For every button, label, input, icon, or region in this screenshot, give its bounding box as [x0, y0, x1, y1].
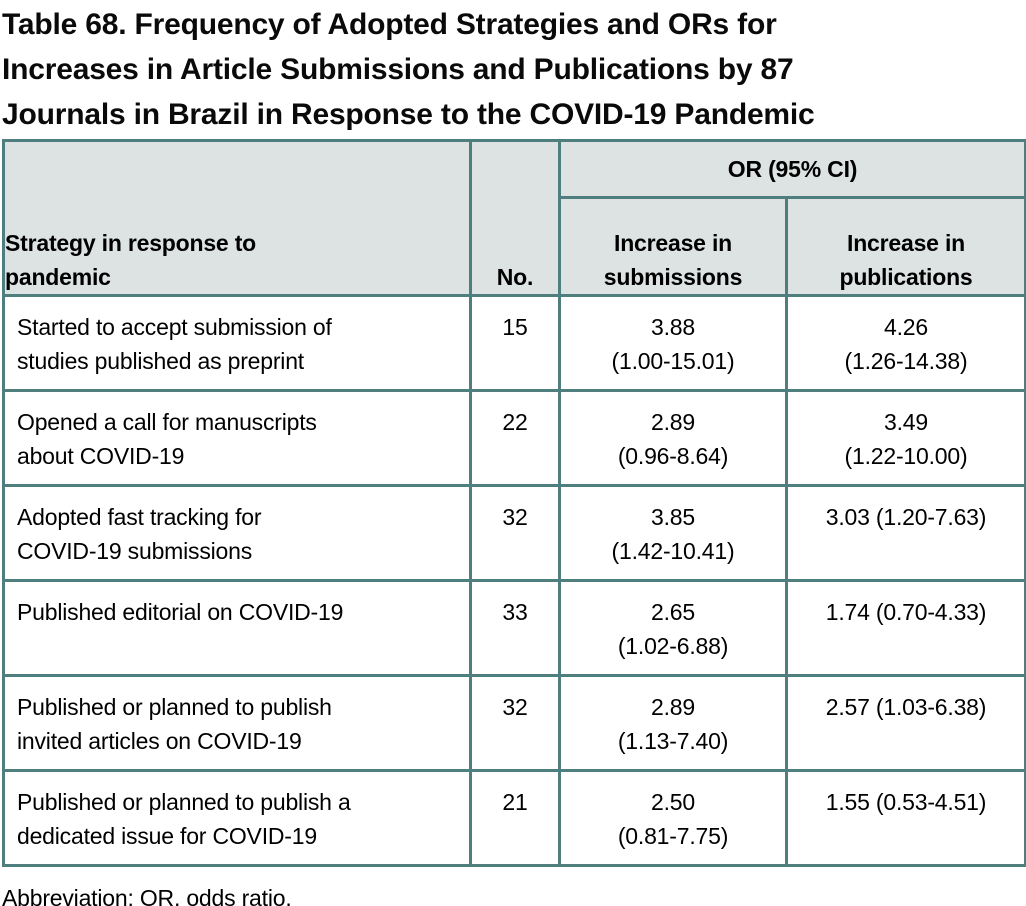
- or-value: 4.26: [884, 314, 928, 340]
- or-value: 3.49: [884, 409, 928, 435]
- col-header-strategy: Strategy in response to pandemic: [2, 139, 472, 297]
- table-title: Table 68. Frequency of Adopted Strategie…: [2, 2, 1026, 137]
- or-value: 1.74 (0.70-4.33): [825, 599, 987, 625]
- publications-or-cell: 3.03 (1.20-7.63): [785, 484, 1026, 582]
- strategy-line: COVID-19 submissions: [17, 538, 253, 564]
- col-header-increase-publications-line-2: publications: [839, 264, 973, 290]
- table-title-line-3: Journals in Brazil in Response to the CO…: [2, 98, 815, 131]
- or-ci: (0.96-8.64): [617, 443, 729, 469]
- or-value: 2.50: [651, 789, 695, 815]
- submissions-or-cell: 2.65 (1.02-6.88): [558, 579, 788, 677]
- col-header-increase-submissions-line-1: Increase in: [614, 230, 732, 256]
- col-header-strategy-line-1: Strategy in response to: [5, 230, 257, 256]
- strategy-cell: Adopted fast tracking for COVID-19 submi…: [2, 484, 472, 582]
- table-row: Published or planned to publish invited …: [2, 674, 1026, 772]
- strategy-cell: Started to accept submission of studies …: [2, 294, 472, 392]
- strategy-line: Published or planned to publish: [17, 694, 332, 720]
- strategy-line: Adopted fast tracking for: [17, 504, 262, 530]
- publications-or-cell: 4.26 (1.26-14.38): [785, 294, 1026, 392]
- submissions-or-cell: 3.85 (1.42-10.41): [558, 484, 788, 582]
- submissions-or-cell: 3.88 (1.00-15.01): [558, 294, 788, 392]
- or-value: 3.88: [651, 314, 695, 340]
- publications-or-cell: 1.55 (0.53-4.51): [785, 769, 1026, 867]
- or-ci: (1.02-6.88): [617, 633, 729, 659]
- strategy-line: dedicated issue for COVID-19: [17, 823, 317, 849]
- submissions-or-cell: 2.50 (0.81-7.75): [558, 769, 788, 867]
- table-row: Started to accept submission of studies …: [2, 294, 1026, 392]
- or-value: 2.89: [651, 409, 695, 435]
- or-value: 2.89: [651, 694, 695, 720]
- count-cell: 32: [469, 484, 561, 582]
- strategy-line: Opened a call for manuscripts: [17, 409, 317, 435]
- or-ci: (1.42-10.41): [611, 538, 735, 564]
- strategy-line: invited articles on COVID-19: [17, 728, 302, 754]
- col-header-increase-submissions: Increase in submissions: [558, 196, 788, 297]
- strategy-line: about COVID-19: [17, 443, 185, 469]
- col-header-no: No.: [469, 139, 561, 297]
- col-header-or-group: OR (95% CI): [558, 139, 1026, 199]
- or-ci: (1.00-15.01): [611, 348, 735, 374]
- table-row: Published or planned to publish a dedica…: [2, 769, 1026, 867]
- or-ci: (0.81-7.75): [617, 823, 729, 849]
- or-ci: (1.26-14.38): [844, 348, 968, 374]
- publications-or-cell: 3.49 (1.22-10.00): [785, 389, 1026, 487]
- data-table: Strategy in response to pandemic No. OR …: [2, 139, 1026, 867]
- strategy-line: Published editorial on COVID-19: [17, 599, 344, 625]
- col-header-increase-submissions-line-2: submissions: [603, 264, 743, 290]
- strategy-line: Published or planned to publish a: [17, 789, 351, 815]
- or-value: 1.55 (0.53-4.51): [825, 789, 987, 815]
- col-header-increase-publications: Increase in publications: [785, 196, 1026, 297]
- publications-or-cell: 2.57 (1.03-6.38): [785, 674, 1026, 772]
- count-cell: 21: [469, 769, 561, 867]
- table-title-line-2: Increases in Article Submissions and Pub…: [2, 53, 794, 86]
- or-value: 3.03 (1.20-7.63): [825, 504, 987, 530]
- table-row: Opened a call for manuscripts about COVI…: [2, 389, 1026, 487]
- count-cell: 33: [469, 579, 561, 677]
- table-title-line-1: Table 68. Frequency of Adopted Strategie…: [2, 8, 777, 41]
- strategy-line: studies published as preprint: [17, 348, 304, 374]
- col-header-strategy-line-2: pandemic: [5, 264, 111, 290]
- header-row-group: Strategy in response to pandemic No. OR …: [2, 139, 1026, 297]
- or-value: 2.65: [651, 599, 695, 625]
- submissions-or-cell: 2.89 (0.96-8.64): [558, 389, 788, 487]
- strategy-line: Started to accept submission of: [17, 314, 332, 340]
- or-ci: (1.13-7.40): [617, 728, 729, 754]
- or-value: 2.57 (1.03-6.38): [825, 694, 987, 720]
- count-cell: 22: [469, 389, 561, 487]
- col-header-increase-publications-line-1: Increase in: [847, 230, 965, 256]
- table-row: Adopted fast tracking for COVID-19 submi…: [2, 484, 1026, 582]
- or-ci: (1.22-10.00): [844, 443, 968, 469]
- abbreviation-footnote: Abbreviation: OR, odds ratio.: [2, 885, 292, 906]
- count-cell: 15: [469, 294, 561, 392]
- table-row: Published editorial on COVID-19 33 2.65 …: [2, 579, 1026, 677]
- strategy-cell: Published or planned to publish invited …: [2, 674, 472, 772]
- submissions-or-cell: 2.89 (1.13-7.40): [558, 674, 788, 772]
- or-value: 3.85: [651, 504, 695, 530]
- publications-or-cell: 1.74 (0.70-4.33): [785, 579, 1026, 677]
- strategy-cell: Published or planned to publish a dedica…: [2, 769, 472, 867]
- header-row-sub: Increase in submissions Increase in publ…: [4, 196, 1026, 297]
- count-cell: 32: [469, 674, 561, 772]
- strategy-cell: Published editorial on COVID-19: [2, 579, 472, 677]
- strategy-cell: Opened a call for manuscripts about COVI…: [2, 389, 472, 487]
